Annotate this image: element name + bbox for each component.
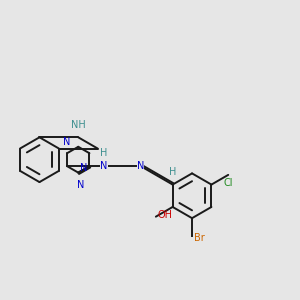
Text: H: H bbox=[100, 148, 108, 158]
Text: N: N bbox=[137, 161, 144, 171]
Text: OH: OH bbox=[158, 210, 173, 220]
Text: Br: Br bbox=[194, 232, 205, 243]
Text: N: N bbox=[80, 163, 88, 173]
Text: Cl: Cl bbox=[224, 178, 233, 188]
Text: H: H bbox=[169, 167, 176, 177]
Text: N: N bbox=[63, 137, 71, 147]
Text: N: N bbox=[100, 161, 108, 171]
Text: N: N bbox=[76, 180, 84, 190]
Text: NH: NH bbox=[71, 120, 86, 130]
